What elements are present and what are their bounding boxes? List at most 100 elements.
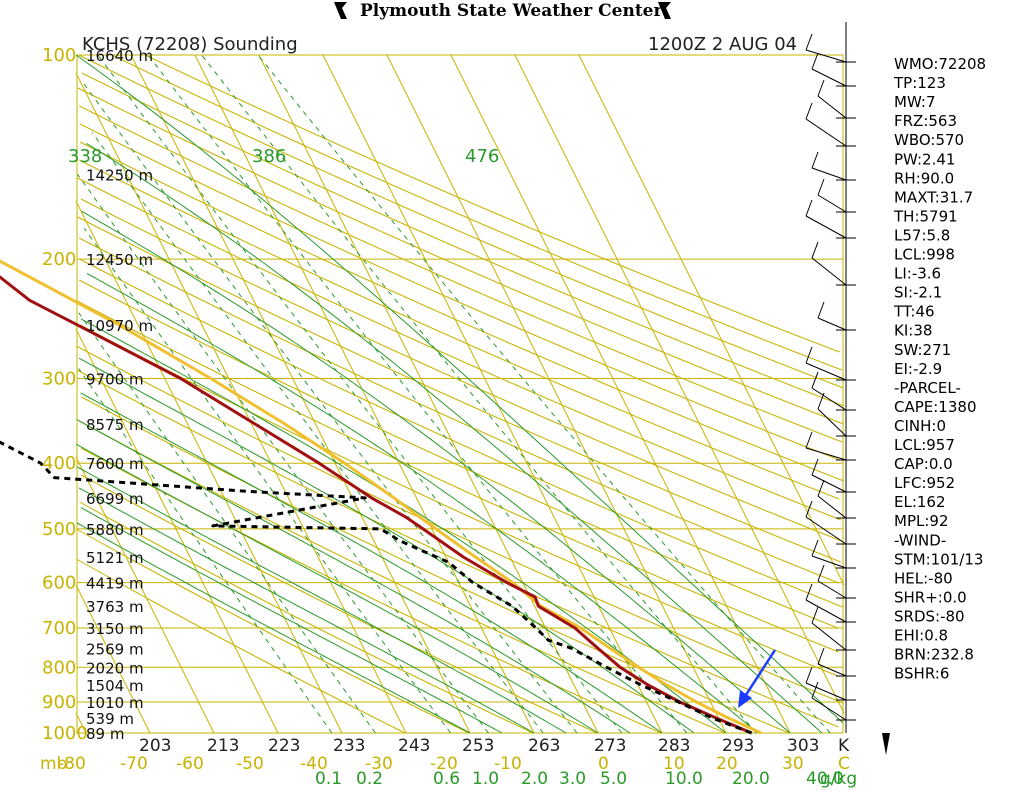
wind-barb [805,362,847,381]
celsius-tick-label: -80 [58,754,86,774]
temperature-line [0,275,753,735]
dry-adiabat-line [76,345,843,704]
index-value: EHI:0.8 [894,627,948,645]
index-value: -PARCEL- [894,379,961,397]
mixing-ratio-label: g/kg [820,769,857,789]
mixing-ratio-label: 2.0 [521,769,548,789]
wind-barb [805,599,847,623]
mixing-ratio-label: 0.1 [315,769,342,789]
wind-barb-feather [805,199,813,217]
moist-adiabat-line [75,443,599,734]
dry-adiabat-line [80,324,839,677]
kelvin-tick-label: 213 [207,736,239,756]
theta-e-label: 386 [252,146,286,167]
wind-barb [811,697,847,721]
wind-barb [817,408,847,437]
height-label: 9700 m [86,370,144,388]
pressure-tick-label: 500 [42,519,76,540]
kelvin-tick-label: 203 [139,736,171,756]
index-value: LCL:998 [894,246,955,264]
isotherm-line [194,54,535,734]
mixing-ratio-line [97,54,623,734]
height-label: 3150 m [86,620,144,638]
height-label: 12450 m [86,251,153,269]
mixing-ratio-line [82,82,578,734]
celsius-tick-label: -70 [120,754,148,774]
dry-adiabat-line [81,396,790,734]
height-label: 5880 m [86,521,144,539]
dry-adiabat-line [78,420,726,734]
mixing-ratio-label: 0.6 [433,769,460,789]
index-value: WBO:570 [894,131,964,149]
celsius-tick-label: -60 [176,754,204,774]
mixing-ratio-label: 0.2 [356,769,383,789]
dry-adiabat-line [78,54,844,389]
pressure-tick-label: 400 [42,453,76,474]
isotherm-line [75,328,279,734]
index-value: EL:162 [894,493,946,511]
kelvin-tick-label: 303 [787,736,819,756]
index-value: SRDS:-80 [894,607,965,625]
index-value: SI:-2.1 [894,284,942,302]
index-value: STM:101/13 [894,550,983,568]
index-value: CAP:0.0 [894,455,953,473]
moist-adiabat-line [86,142,823,734]
chart-frame [76,54,844,734]
celsius-tick-label: -10 [494,754,522,774]
index-value: CAPE:1380 [894,398,977,416]
index-value: SW:271 [894,341,951,359]
index-value: LCL:957 [894,436,955,454]
isotherm-line [386,54,727,734]
index-value: L57:5.8 [894,226,950,244]
moist-adiabat-line [80,507,503,734]
isotherm-line [514,54,845,714]
wind-barb [811,622,847,651]
wind-barb [805,215,847,239]
dry-adiabat-line [79,159,840,500]
wind-barb [805,516,847,545]
moist-adiabat-line [78,487,535,734]
mixing-ratio-line [147,54,688,734]
wind-barb [811,387,847,411]
wind-barb-feather [811,241,819,259]
mixing-ratio-line [257,54,831,734]
dry-adiabat-line [76,369,839,728]
height-label: 2569 m [86,640,144,658]
left-flag-icon [334,2,347,19]
wind-barb [805,118,847,147]
kelvin-tick-label: K [838,736,850,756]
wind-barb-feather [805,102,813,120]
wind-barb [811,68,847,87]
annotation-arrow [738,649,777,708]
index-value: LI:-3.6 [894,265,941,283]
kelvin-tick-label: 283 [658,736,690,756]
height-label: 6699 m [86,490,144,508]
wind-barb-feather [805,583,813,601]
dry-adiabat-line [77,87,844,425]
dry-adiabat-line [144,54,840,353]
index-value: SHR+:0.0 [894,588,967,606]
index-value: HEL:-80 [894,569,953,587]
wind-barb [805,682,847,701]
wind-barb-feather [805,666,813,684]
dry-adiabat-line [80,447,662,734]
wind-barb-feather [805,33,813,51]
isotherm-line [75,72,407,734]
mixing-ratio-label: 10.0 [665,769,703,789]
moist-adiabat-line [80,392,663,734]
isotherm-line [130,54,471,734]
theta-e-label: 338 [68,146,102,167]
wind-barb-feather [817,178,825,196]
height-label: 539 m [86,710,134,728]
celsius-tick-label: -30 [365,754,393,774]
chart-grid [75,54,845,734]
index-value: FRZ:563 [894,112,957,130]
isotherm-line [75,584,151,734]
height-label: 3763 m [86,598,144,616]
height-label: 89 m [86,725,124,743]
height-label: 8575 m [86,416,144,434]
kelvin-tick-label: 223 [268,736,300,756]
index-value: -WIND- [894,531,946,549]
